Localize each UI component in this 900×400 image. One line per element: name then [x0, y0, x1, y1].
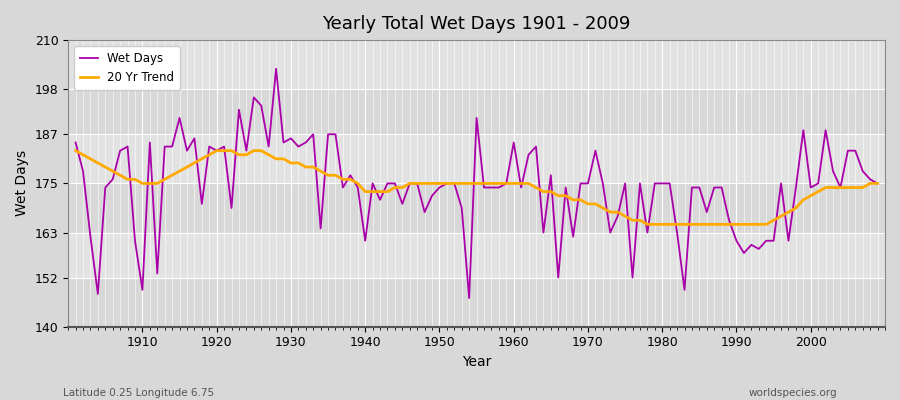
Wet Days: [345, 173, 356, 178]
20 Yr Trend: [338, 177, 348, 182]
Title: Yearly Total Wet Days 1901 - 2009: Yearly Total Wet Days 1901 - 2009: [322, 15, 631, 33]
Wet Days: [612, 214, 623, 218]
Line: Wet Days: Wet Days: [76, 69, 878, 298]
X-axis label: Year: Year: [462, 355, 491, 369]
Bar: [68, 184, 885, 232]
Wet Days: [872, 181, 883, 186]
Wet Days: [301, 140, 311, 145]
Bar: [68, 278, 885, 327]
Line: 20 Yr Trend: 20 Yr Trend: [76, 151, 878, 224]
Bar: [68, 89, 885, 134]
Text: Latitude 0.25 Longitude 6.75: Latitude 0.25 Longitude 6.75: [63, 388, 214, 398]
20 Yr Trend: [501, 181, 512, 186]
20 Yr Trend: [872, 181, 883, 186]
Wet Days: [130, 238, 140, 243]
Wet Days: [464, 296, 474, 300]
Wet Days: [516, 185, 526, 190]
Wet Days: [70, 140, 81, 145]
Bar: [68, 232, 885, 278]
20 Yr Trend: [293, 160, 304, 165]
Bar: [68, 134, 885, 184]
20 Yr Trend: [508, 181, 519, 186]
Wet Days: [271, 66, 282, 71]
Legend: Wet Days, 20 Yr Trend: Wet Days, 20 Yr Trend: [74, 46, 180, 90]
20 Yr Trend: [598, 206, 608, 210]
20 Yr Trend: [130, 177, 140, 182]
20 Yr Trend: [70, 148, 81, 153]
Bar: [68, 40, 885, 89]
20 Yr Trend: [642, 222, 652, 227]
Text: worldspecies.org: worldspecies.org: [749, 388, 837, 398]
Wet Days: [523, 152, 534, 157]
Y-axis label: Wet Days: Wet Days: [15, 150, 29, 216]
